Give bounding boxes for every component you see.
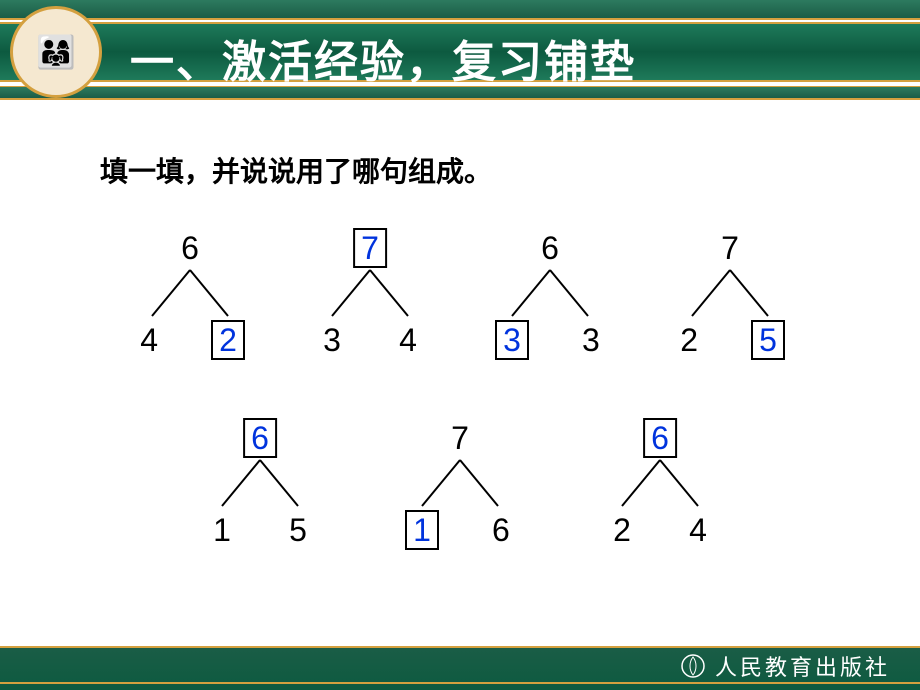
top-number: 7 bbox=[353, 230, 387, 267]
tree-branches bbox=[410, 458, 510, 513]
instruction-text: 填一填，并说说用了哪句组成。 bbox=[100, 150, 492, 190]
branch-lines bbox=[140, 268, 240, 318]
logo-badge: 👨‍👩‍👧 bbox=[10, 6, 102, 98]
footer-accent-line bbox=[0, 682, 920, 684]
tree-row-1: 6 427 346 337 25 bbox=[0, 230, 920, 360]
number-tree: 7 16 bbox=[370, 420, 550, 550]
top-number: 6 bbox=[643, 420, 677, 457]
page-title: 一、激活经验，复习铺垫 bbox=[130, 26, 636, 90]
left-number: 1 bbox=[405, 512, 439, 549]
right-number: 4 bbox=[394, 322, 422, 359]
right-number-answer-box: 2 bbox=[211, 320, 245, 360]
left-number: 4 bbox=[135, 322, 163, 359]
top-number-answer-box: 6 bbox=[643, 418, 677, 458]
right-number: 3 bbox=[577, 322, 605, 359]
top-number: 6 bbox=[243, 420, 277, 457]
branch-lines bbox=[500, 268, 600, 318]
right-number: 6 bbox=[487, 512, 515, 549]
top-number-answer-box: 6 bbox=[243, 418, 277, 458]
top-number: 6 bbox=[541, 230, 559, 267]
top-number: 7 bbox=[451, 420, 469, 457]
number-tree: 6 42 bbox=[100, 230, 280, 360]
bottom-numbers: 34 bbox=[280, 322, 460, 359]
branch-lines bbox=[680, 268, 780, 318]
header-band: 👨‍👩‍👧 一、激活经验，复习铺垫 bbox=[0, 0, 920, 100]
footer-publisher-text: 人民教育出版社 bbox=[715, 650, 890, 682]
number-tree: 7 34 bbox=[280, 230, 460, 360]
tree-row-2: 6 157 166 24 bbox=[0, 420, 920, 550]
branch-lines bbox=[610, 458, 710, 508]
number-tree: 7 25 bbox=[640, 230, 820, 360]
right-number: 2 bbox=[211, 322, 245, 359]
header-band-top bbox=[0, 0, 920, 20]
bottom-numbers: 16 bbox=[370, 512, 550, 549]
bottom-numbers: 42 bbox=[100, 322, 280, 359]
tree-branches bbox=[610, 458, 710, 513]
number-tree: 6 33 bbox=[460, 230, 640, 360]
top-number: 6 bbox=[181, 230, 199, 267]
tree-branches bbox=[140, 268, 240, 323]
right-number: 5 bbox=[751, 322, 785, 359]
branch-lines bbox=[320, 268, 420, 318]
left-number: 1 bbox=[208, 512, 236, 549]
tree-branches bbox=[320, 268, 420, 323]
left-number: 3 bbox=[495, 322, 529, 359]
tree-branches bbox=[500, 268, 600, 323]
left-number: 3 bbox=[318, 322, 346, 359]
branch-lines bbox=[210, 458, 310, 508]
left-number: 2 bbox=[608, 512, 636, 549]
number-tree: 6 15 bbox=[170, 420, 350, 550]
footer-publisher: 人民教育出版社 bbox=[681, 650, 890, 682]
footer-band: 人民教育出版社 bbox=[0, 646, 920, 690]
bottom-numbers: 15 bbox=[170, 512, 350, 549]
bottom-numbers: 33 bbox=[460, 322, 640, 359]
footer-logo-icon bbox=[681, 654, 705, 678]
bottom-numbers: 24 bbox=[570, 512, 750, 549]
right-number: 4 bbox=[684, 512, 712, 549]
branch-lines bbox=[410, 458, 510, 508]
left-number-answer-box: 1 bbox=[405, 510, 439, 550]
top-number-answer-box: 7 bbox=[353, 228, 387, 268]
right-number: 5 bbox=[284, 512, 312, 549]
logo-image: 👨‍👩‍👧 bbox=[36, 33, 76, 71]
left-number: 2 bbox=[675, 322, 703, 359]
bottom-numbers: 25 bbox=[640, 322, 820, 359]
number-tree: 6 24 bbox=[570, 420, 750, 550]
left-number-answer-box: 3 bbox=[495, 320, 529, 360]
top-number: 7 bbox=[721, 230, 739, 267]
tree-branches bbox=[210, 458, 310, 513]
right-number-answer-box: 5 bbox=[751, 320, 785, 360]
tree-branches bbox=[680, 268, 780, 323]
